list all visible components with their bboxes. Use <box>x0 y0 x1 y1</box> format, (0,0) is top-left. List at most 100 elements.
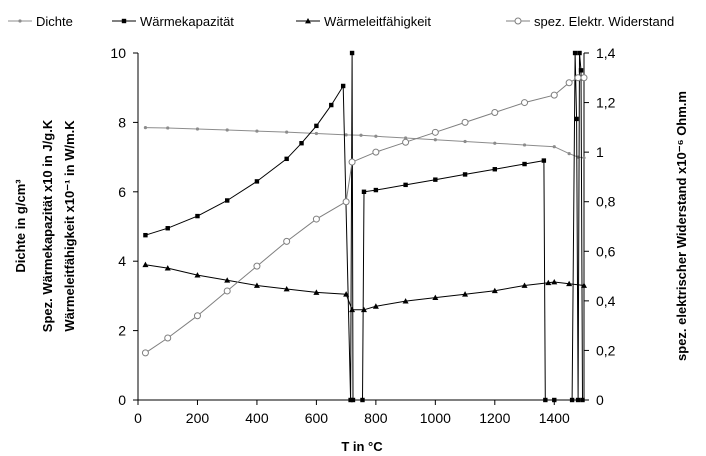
data-point <box>340 83 346 89</box>
data-point <box>433 177 438 182</box>
data-point <box>143 126 148 130</box>
data-point <box>314 131 318 136</box>
legend-label: spez. Elektr. Widerstand <box>534 14 674 29</box>
data-point <box>577 50 582 56</box>
x-tick-label: 1200 <box>479 410 510 426</box>
data-point <box>283 237 291 245</box>
x-tick-label: 600 <box>305 410 329 426</box>
y-right-tick-label: 0,2 <box>596 342 616 358</box>
series-3 <box>141 74 588 357</box>
data-point <box>543 397 548 403</box>
data-point <box>225 128 229 132</box>
legend-marker <box>514 17 522 25</box>
y-right-tick-label: 1,4 <box>596 45 616 61</box>
x-tick-label: 0 <box>134 410 142 426</box>
legend-item: Wärmekapazität <box>112 14 234 29</box>
data-point <box>463 139 467 144</box>
legend-item: spez. Elektr. Widerstand <box>506 14 674 29</box>
data-point <box>433 138 437 142</box>
data-point <box>580 74 588 82</box>
plot-area <box>141 50 588 403</box>
data-point <box>522 143 527 147</box>
legend: Dichte Wärmekapazität Wärmeleitfähigkeit sp… <box>8 14 674 29</box>
data-point <box>359 133 363 137</box>
y-left-tick-label: 6 <box>118 184 126 200</box>
data-point <box>348 158 356 166</box>
data-point <box>361 189 367 194</box>
y-left-title-3: Wärmeleitfähigkeit x10⁻¹ in W/m.K <box>62 120 77 332</box>
data-point <box>372 303 379 309</box>
data-point <box>522 161 527 167</box>
data-point <box>143 232 148 238</box>
y-right-tick-label: 1,2 <box>596 95 616 111</box>
data-point <box>545 279 552 286</box>
y-left-title-1: Dichte in g/cm³ <box>13 179 28 273</box>
legend-label: Dichte <box>36 14 73 29</box>
y-right-tick-label: 0,6 <box>596 243 616 259</box>
data-point <box>142 261 149 268</box>
y-left-tick-label: 4 <box>118 253 126 269</box>
data-point <box>541 158 547 163</box>
data-point <box>372 148 380 156</box>
data-point <box>462 172 468 177</box>
data-point <box>166 126 170 130</box>
data-point <box>572 50 578 56</box>
data-point <box>253 282 260 288</box>
series-0 <box>143 126 586 160</box>
data-point <box>254 179 260 184</box>
legend-label: Wärmeleitfähigkeit <box>324 14 431 29</box>
data-point <box>350 397 356 403</box>
data-point <box>565 79 573 87</box>
data-point <box>349 50 355 56</box>
data-point <box>491 287 498 294</box>
legend-marker <box>121 18 127 24</box>
y-right-title: spez. elektrischer Widerstand x10⁻⁶ Ohm.… <box>674 91 689 361</box>
data-point <box>195 213 200 219</box>
data-point <box>344 133 348 137</box>
axes: 0 200 400 600 800 1000 1200 1400 0 2 4 6 8 10 0 0,2 0,4 0… <box>110 45 615 426</box>
axis-titles: T in °C Dichte in g/cm³ Spez. Wärmekapaz… <box>13 91 689 454</box>
y-right-tick-label: 0 <box>596 392 604 408</box>
data-point <box>284 156 289 162</box>
data-point <box>492 167 497 172</box>
data-point <box>574 74 582 82</box>
data-point <box>432 294 439 301</box>
data-point <box>225 198 230 203</box>
x-tick-label: 400 <box>245 410 269 426</box>
data-point <box>329 102 334 108</box>
data-point <box>164 265 171 271</box>
data-point <box>581 282 587 288</box>
y-left-tick-label: 10 <box>110 45 126 61</box>
y-right-tick-label: 1 <box>596 144 604 160</box>
data-point <box>567 152 571 156</box>
data-point <box>521 99 529 107</box>
data-point <box>574 116 579 122</box>
data-point <box>566 280 573 287</box>
data-point <box>491 108 499 116</box>
y-right-tick-label: 0,8 <box>596 194 616 210</box>
data-point <box>404 136 408 140</box>
legend-item: Dichte <box>8 14 73 29</box>
x-tick-label: 200 <box>186 410 210 426</box>
data-point <box>342 198 350 206</box>
data-point <box>165 226 170 231</box>
data-point <box>253 262 261 270</box>
data-point <box>403 182 408 188</box>
data-point <box>575 397 581 403</box>
data-point <box>550 91 558 99</box>
data-point <box>402 138 410 146</box>
x-tick-label: 1000 <box>420 410 451 426</box>
data-point <box>141 349 149 357</box>
legend-item: Wärmeleitfähigkeit <box>296 14 431 29</box>
data-point <box>255 129 259 133</box>
data-point <box>431 128 439 136</box>
data-point <box>582 156 586 160</box>
data-point <box>580 397 585 403</box>
data-point <box>551 279 558 285</box>
y-right-tick-label: 0,4 <box>596 293 616 309</box>
data-point <box>313 289 320 295</box>
legend-marker <box>18 19 22 23</box>
data-point <box>285 130 289 134</box>
